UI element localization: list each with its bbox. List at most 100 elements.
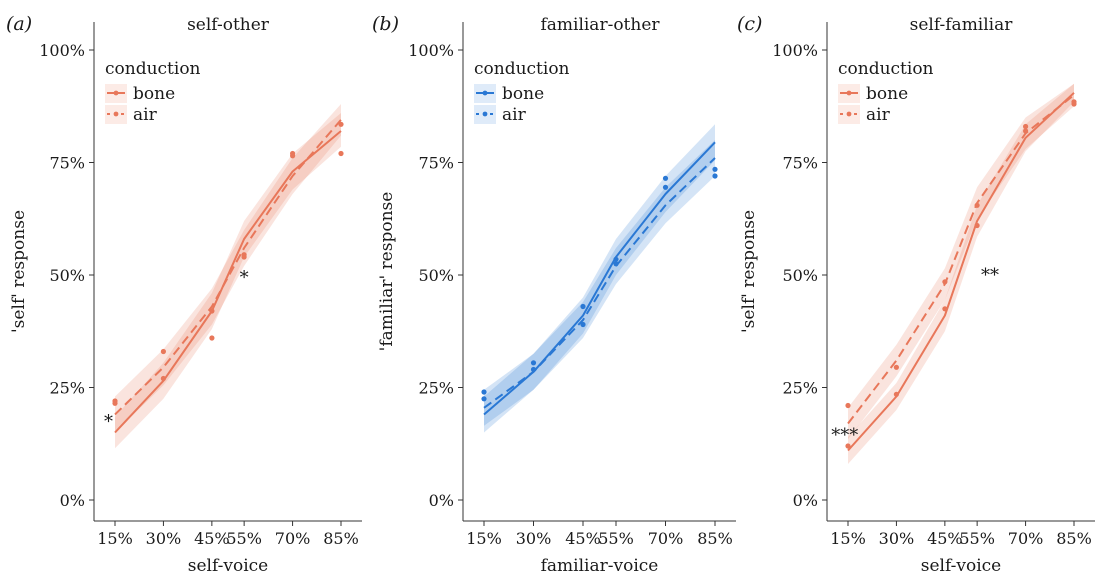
data-point-air [1071,99,1077,105]
data-point-air [1023,128,1029,134]
data-point-air [613,256,619,262]
x-axis-label: self-voice [921,556,1002,576]
data-point-air [662,184,669,190]
data-point-air [530,366,537,373]
x-tick-label: 30% [146,529,182,548]
legend-title: conduction [105,59,201,79]
x-tick-label: 70% [1008,529,1044,548]
data-point-bone [338,121,344,127]
legend-entry-air: air [866,105,891,125]
data-point-air [942,279,948,285]
y-tick-label: 50% [49,266,85,285]
y-tick-label: 50% [782,266,818,285]
legend-entry-bone: bone [133,84,175,104]
legend-key-point [113,111,119,117]
panel-title: self-other [187,15,270,35]
x-tick-label: 15% [97,529,133,548]
data-point-air [481,396,487,402]
data-point-air [712,173,718,179]
data-point-air [580,303,586,310]
x-tick-label: 85% [1056,529,1092,548]
y-tick-label: 25% [418,379,454,398]
ci-ribbon-bone [484,124,715,433]
series-line-air [114,119,342,416]
x-tick-label: 85% [323,529,359,548]
series-line-bone [847,92,1075,452]
x-tick-label: 15% [466,529,502,548]
legend-key-point [482,111,488,117]
legend-title: conduction [474,59,570,79]
y-tick-label: 0% [429,491,454,510]
panel-title: familiar-other [540,15,660,35]
y-tick-label: 25% [49,379,85,398]
data-point-air [160,348,166,355]
panel-label: (c) [737,13,762,35]
panel-title: self-familiar [910,15,1014,35]
legend-title: conduction [838,59,934,79]
panel-label: (a) [6,13,32,35]
data-point-bone [974,222,980,229]
x-tick-label: 30% [879,529,915,548]
data-point-bone [845,443,851,449]
series-line-air [483,157,716,409]
x-tick-label: 70% [648,529,684,548]
series-line-air [847,94,1075,425]
series-line-bone [114,130,342,434]
x-tick-label: 45% [194,529,230,548]
panel-2: (b) familiar-other 0% 25% 50% 75% 100% 15% 30% 45… [372,13,736,576]
legend-key-point [846,111,852,117]
data-point-bone [942,306,948,312]
data-point-air [290,153,296,159]
y-tick-label: 0% [60,491,85,510]
y-tick-label: 100% [408,41,454,60]
data-point-air [845,402,851,409]
data-point-bone [662,175,669,181]
x-tick-label: 55% [959,529,995,548]
data-point-bone [160,375,166,382]
legend-key-point [482,90,488,96]
x-axis-label: self-voice [188,556,269,576]
x-tick-label: 15% [830,529,866,548]
data-point-air [974,202,980,208]
panel-3: (c) self-familiar 0% 25% 50% 75% 100% 15% 30% 45%… [737,13,1095,576]
x-tick-label: 55% [226,529,262,548]
data-point-air [893,364,900,370]
y-tick-label: 25% [782,379,818,398]
x-tick-label: 30% [516,529,552,548]
panel-1: (a) self-other 0% 25% 50% 75% 100% 15% 30% 45%55%… [6,13,362,576]
y-tick-label: 0% [793,491,818,510]
significance-annotation: * [240,267,249,288]
ci-ribbon-bone [848,83,1074,465]
y-tick-label: 75% [49,154,85,173]
data-point-bone [893,391,900,397]
significance-annotation: * [104,411,113,432]
data-point-bone [1023,123,1029,130]
x-tick-label: 85% [697,529,733,548]
x-tick-label: 55% [598,529,634,548]
y-axis-label: 'self' response [739,210,759,333]
y-axis-label: 'familiar' response [377,192,397,352]
y-tick-label: 50% [418,266,454,285]
ci-ribbon-air [484,140,715,426]
y-tick-label: 100% [772,41,818,60]
y-tick-label: 75% [782,154,818,173]
y-tick-label: 75% [418,154,454,173]
legend-entry-air: air [502,105,527,125]
data-point-bone [530,360,537,366]
legend-key-point [846,90,852,96]
data-point-air [112,400,118,406]
significance-annotation: *** [831,425,858,446]
data-point-bone [209,335,215,341]
x-tick-label: 70% [275,529,311,548]
data-point-air [338,150,344,157]
x-tick-label: 45% [927,529,963,548]
data-point-bone [613,261,619,267]
data-point-bone [580,321,586,328]
legend-key-point [113,90,119,96]
x-axis-label: familiar-voice [541,556,659,576]
data-point-air [241,252,247,258]
x-tick-label: 45% [565,529,601,548]
y-axis-label: 'self' response [9,210,29,333]
